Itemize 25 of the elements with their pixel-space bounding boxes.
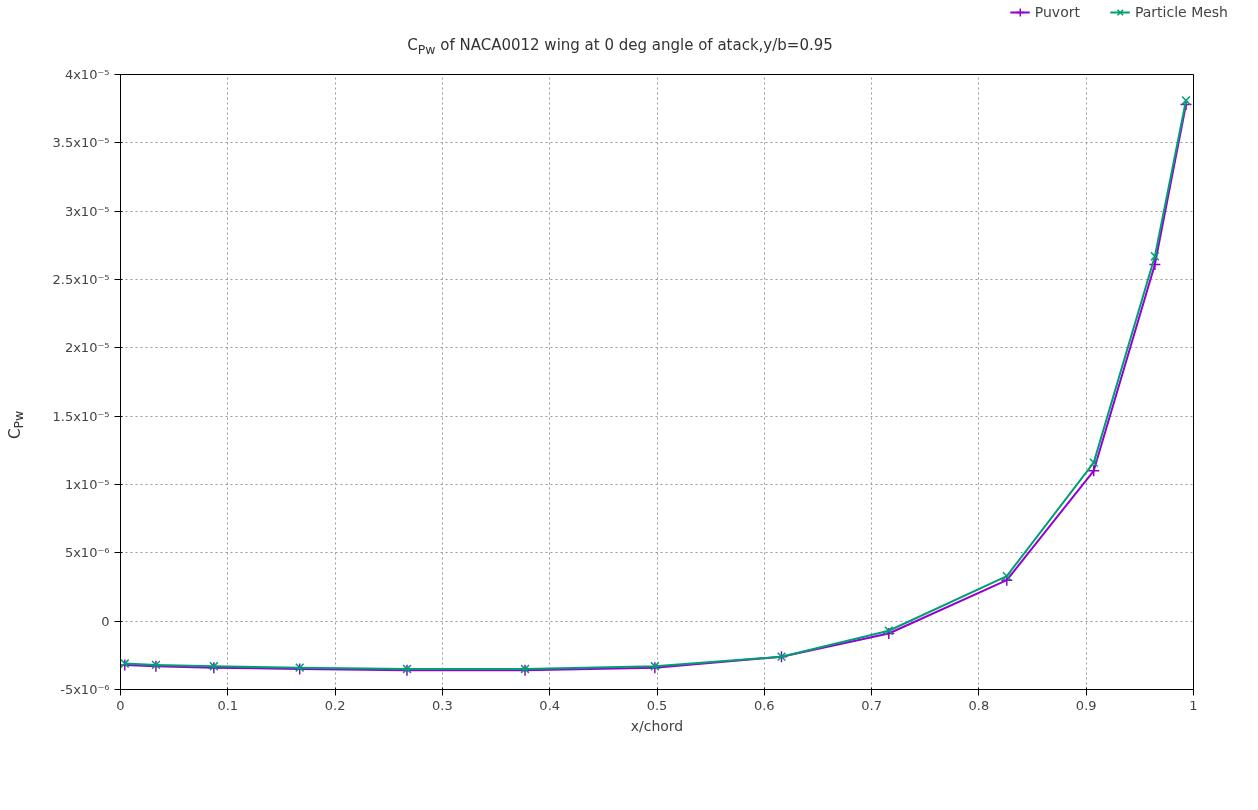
- y-tick-label: 1.5x10⁻⁵: [52, 408, 110, 424]
- x-tick-label: 0.2: [324, 697, 346, 713]
- y-tick-label: 2x10⁻⁵: [64, 340, 110, 356]
- y-tick-label: -5x10⁻⁶: [60, 682, 110, 697]
- legend-label: Puvort: [1034, 4, 1080, 20]
- x-tick-label: 0.4: [539, 697, 561, 713]
- legend-label: Particle Mesh: [1134, 4, 1228, 20]
- x-tick-label: 1: [1189, 697, 1198, 713]
- x-tick-label: 0.6: [753, 697, 775, 713]
- x-tick-label: 0.5: [646, 697, 668, 713]
- x-tick-label: 0.3: [432, 697, 453, 713]
- x-axis-title: x/chord: [630, 717, 684, 734]
- x-tick-label: 0.7: [861, 697, 882, 713]
- y-tick-label: 3.5x10⁻⁵: [52, 135, 110, 151]
- y-tick-label: 3x10⁻⁵: [64, 203, 110, 219]
- x-tick-label: 0.8: [968, 697, 990, 713]
- x-tick-label: 0: [116, 697, 125, 713]
- y-tick-label: 2.5x10⁻⁵: [52, 272, 110, 287]
- y-tick-label: 5x10⁻⁶: [64, 545, 110, 561]
- chart-title: C$_{Pw}$ of NACA0012 wing at 0 deg angle of atack,y/b=0.95: [407, 35, 833, 59]
- x-tick-label: 0.9: [1075, 697, 1097, 713]
- x-tick-label: 0.1: [217, 697, 239, 713]
- y-tick-label: 4x10⁻⁵: [64, 67, 110, 82]
- y-tick-label: 0: [101, 613, 110, 629]
- y-tick-label: 1x10⁻⁵: [64, 477, 110, 492]
